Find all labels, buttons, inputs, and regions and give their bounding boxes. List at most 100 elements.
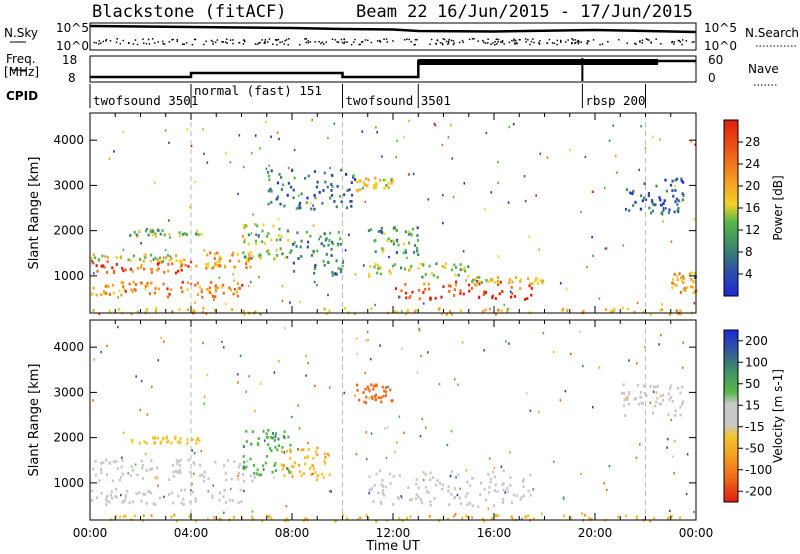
scatter-cell [259,147,261,150]
scatter-cell [300,448,303,452]
scatter-cell [149,468,152,471]
scatter-cell [348,188,351,192]
scatter-cell [132,500,135,504]
scatter-cell [381,247,384,251]
scatter-cell [663,199,666,203]
scatter-cell [667,211,670,214]
scatter-cell [658,402,661,406]
scatter-cell [281,450,284,453]
scatter-cell [231,253,234,257]
scatter-cell [100,350,102,354]
scatter-cell [462,268,465,271]
scatter-cell [315,478,319,481]
scatter-cell [277,437,280,441]
scatter-cell [336,243,339,247]
scatter-cell [520,495,523,499]
scatter-cell [328,473,331,476]
scatter-cell [127,258,130,262]
scatter-cell [455,280,458,284]
scatter-cell [334,520,337,523]
scatter-cell [427,198,430,201]
scatter-cell [151,467,154,471]
scatter-cell [287,166,290,170]
scatter-cell [403,242,406,246]
noise-search-dot [492,42,494,44]
scatter-cell [509,483,512,487]
scatter-cell [453,294,456,297]
noise-search-dot [274,39,277,41]
scatter-cell [453,487,456,490]
scatter-cell [195,229,199,233]
scatter-cell [139,408,142,412]
scatter-cell [251,518,255,521]
noise-search-dot [532,38,534,40]
scatter-cell [583,513,586,517]
colorbar-tick-label: -50 [745,441,765,455]
noise-search-dot [276,44,278,46]
scatter-cell [179,437,182,440]
scatter-cell [222,346,225,349]
scatter-cell [195,232,198,236]
scatter-cell [114,514,117,518]
scatter-cell [359,188,362,192]
scatter-cell [652,390,655,393]
scatter-cell [580,211,582,214]
scatter-cell [634,397,638,400]
scatter-cell [297,257,300,260]
scatter-cell [386,426,388,429]
scatter-cell [366,385,369,389]
scatter-cell [422,302,425,305]
y-tick-label: 3000 [53,385,84,399]
scatter-cell [138,491,141,495]
noise-search-dot [122,39,124,42]
scatter-cell [483,488,486,491]
noise-search-dot [331,38,334,40]
scatter-cell [592,406,594,409]
scatter-cell [353,312,356,316]
scatter-cell [115,256,118,259]
scatter-cell [243,460,246,464]
scatter-cell [249,251,252,254]
noise-search-dot [410,41,412,43]
scatter-cell [281,299,284,303]
scatter-cell [422,291,425,294]
nave-tick-top: 60 [708,53,723,67]
scatter-cell [372,500,375,503]
scatter-cell [289,301,291,304]
scatter-cell [373,484,376,487]
scatter-cell [459,268,462,271]
scatter-cell [316,453,319,457]
scatter-cell [123,499,126,503]
scatter-cell [254,134,257,137]
scatter-cell [461,517,464,520]
noise-search-dot [450,39,453,42]
scatter-cell [529,473,532,477]
scatter-cell [501,501,504,504]
scatter-cell [259,253,262,257]
scatter-cell [669,384,672,388]
scatter-cell [146,284,149,288]
noise-search-dot [176,39,178,41]
scatter-cell [284,327,286,330]
scatter-cell [267,443,270,446]
scatter-cell [237,471,240,475]
scatter-cell [398,516,401,520]
nave-label: Nave [748,62,779,76]
scatter-cell [154,436,157,440]
noise-search-dot [105,40,107,42]
scatter-cell [108,461,111,465]
scatter-cell [273,476,276,479]
scatter-cell [124,494,127,498]
scatter-cell [279,238,282,242]
scatter-cell [654,404,657,408]
scatter-cell [510,515,513,519]
scatter-cell [386,239,389,242]
scatter-cell [674,189,677,192]
scatter-cell [152,258,155,261]
scatter-cell [165,437,168,440]
scatter-cell [327,136,329,140]
scatter-cell [174,435,177,439]
scatter-cell [314,450,317,454]
scatter-cell [273,439,276,442]
noise-search-dot [452,43,455,46]
